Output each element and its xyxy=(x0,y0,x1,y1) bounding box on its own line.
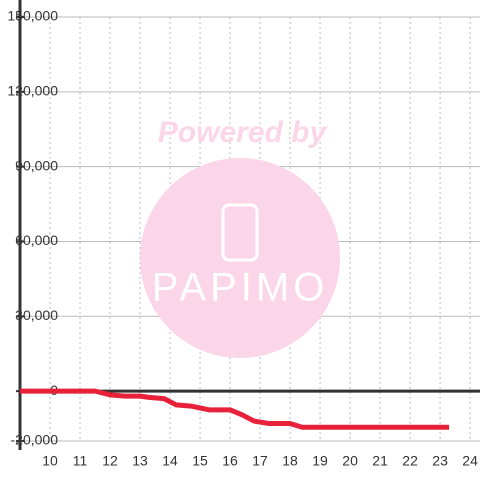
watermark-text: Powered by xyxy=(158,116,328,149)
y-tick-label: 30,000 xyxy=(15,307,58,323)
data-line xyxy=(20,388,450,430)
x-tick-label: 22 xyxy=(402,453,418,469)
x-tick-label: 21 xyxy=(372,453,388,469)
watermark-phone xyxy=(221,203,259,262)
x-tick-label: 16 xyxy=(222,453,238,469)
watermark-logo: PAPIMO xyxy=(152,266,329,310)
x-tick-label: 20 xyxy=(342,453,358,469)
x-tick-label: 24 xyxy=(462,453,478,469)
x-tick-label: 15 xyxy=(192,453,208,469)
x-tick-label: 14 xyxy=(162,453,178,469)
x-tick-label: 23 xyxy=(432,453,448,469)
y-tick-label: 150,000 xyxy=(7,8,58,24)
x-tick-label: 10 xyxy=(42,453,58,469)
x-tick-label: 13 xyxy=(132,453,148,469)
y-tick-label: 120,000 xyxy=(7,83,58,99)
x-tick-label: 12 xyxy=(102,453,118,469)
y-tick-label: 90,000 xyxy=(15,157,58,173)
watermark-circle xyxy=(140,158,340,358)
x-tick-label: 17 xyxy=(252,453,268,469)
x-tick-label: 18 xyxy=(282,453,298,469)
y-tick-label: -20,000 xyxy=(11,432,59,448)
x-tick-label: 19 xyxy=(312,453,328,469)
y-tick-label: 60,000 xyxy=(15,232,58,248)
x-tick-label: 11 xyxy=(73,453,88,469)
